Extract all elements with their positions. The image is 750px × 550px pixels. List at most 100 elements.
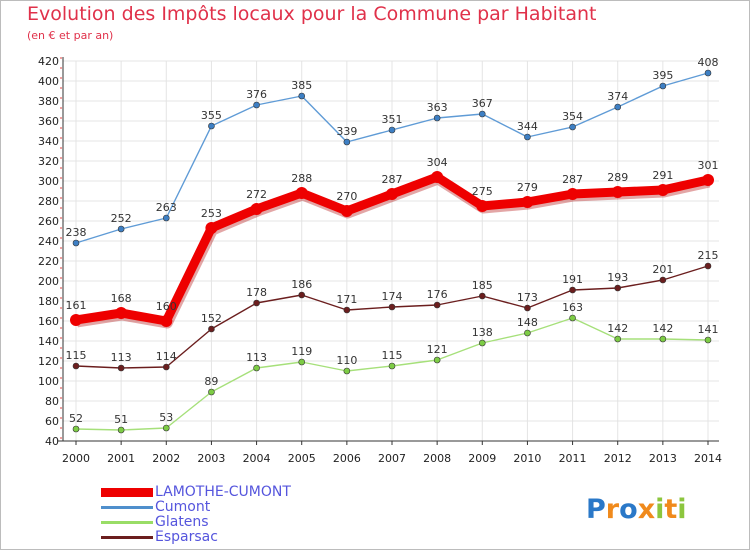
data-point-lamothe-cumont — [476, 200, 489, 212]
data-point-lamothe-cumont — [250, 203, 263, 215]
data-point-cumont — [524, 133, 531, 141]
data-label-cumont: 374 — [607, 90, 628, 103]
y-tick-label: 420 — [38, 55, 59, 68]
y-tick-label: 120 — [38, 355, 59, 368]
x-tick-label: 2006 — [333, 452, 361, 465]
data-label-lamothe-cumont: 253 — [201, 207, 222, 220]
y-tick-label: 260 — [38, 215, 59, 228]
x-tick-label: 2012 — [604, 452, 632, 465]
data-point-glatens — [117, 426, 125, 434]
data-label-esparsac: 171 — [336, 293, 357, 306]
chart-subtitle: (en € et par an) — [27, 29, 114, 42]
data-label-cumont: 363 — [427, 101, 448, 114]
data-label-lamothe-cumont: 279 — [517, 181, 538, 194]
data-point-lamothe-cumont — [656, 184, 669, 196]
data-point-esparsac — [478, 292, 486, 300]
legend-label: Esparsac — [155, 529, 218, 545]
data-label-esparsac: 201 — [652, 263, 673, 276]
data-point-glatens — [298, 358, 306, 366]
data-label-glatens: 138 — [472, 326, 493, 339]
data-label-cumont: 344 — [517, 120, 538, 133]
x-tick-label: 2011 — [559, 452, 587, 465]
data-label-cumont: 263 — [156, 201, 177, 214]
data-label-esparsac: 191 — [562, 273, 583, 286]
data-label-cumont: 395 — [652, 69, 673, 82]
data-label-lamothe-cumont: 168 — [111, 292, 132, 305]
legend-label: Cumont — [155, 499, 211, 515]
data-point-lamothe-cumont — [431, 171, 444, 183]
data-point-esparsac — [343, 306, 351, 314]
data-label-cumont: 376 — [246, 88, 267, 101]
data-label-esparsac: 178 — [246, 286, 267, 299]
data-label-glatens: 113 — [246, 351, 267, 364]
data-point-glatens — [433, 356, 441, 364]
data-point-cumont — [569, 123, 576, 131]
data-label-cumont: 408 — [698, 56, 719, 69]
legend-swatch — [101, 521, 153, 524]
data-label-glatens: 141 — [698, 323, 719, 336]
y-tick-label: 360 — [38, 115, 59, 128]
data-point-esparsac — [659, 276, 667, 284]
data-label-esparsac: 174 — [382, 290, 403, 303]
data-point-esparsac — [162, 363, 170, 371]
data-point-cumont — [478, 110, 486, 118]
data-point-esparsac — [298, 291, 306, 299]
data-label-cumont: 367 — [472, 97, 493, 110]
data-label-lamothe-cumont: 287 — [562, 173, 583, 186]
x-tick-label: 2007 — [378, 452, 406, 465]
data-label-esparsac: 115 — [66, 349, 87, 362]
data-point-esparsac — [208, 325, 215, 333]
data-point-lamothe-cumont — [386, 188, 398, 200]
data-point-glatens — [388, 362, 396, 370]
data-label-glatens: 110 — [336, 354, 357, 367]
data-point-lamothe-cumont — [702, 174, 714, 186]
data-point-cumont — [162, 214, 170, 222]
data-point-esparsac — [388, 303, 396, 311]
proxiti-logo: Proxiti — [586, 494, 687, 525]
data-label-cumont: 252 — [111, 212, 132, 225]
data-point-cumont — [208, 122, 215, 130]
y-tick-label: 180 — [38, 295, 59, 308]
data-label-lamothe-cumont: 275 — [472, 185, 493, 198]
data-point-glatens — [478, 339, 486, 347]
data-point-lamothe-cumont — [611, 186, 624, 198]
data-point-glatens — [614, 335, 622, 343]
y-tick-label: 240 — [38, 235, 59, 248]
data-label-lamothe-cumont: 291 — [652, 169, 673, 182]
data-labels: 52 51 53 89 113 119 110 115 121 138 148 163 142 142 14… — [66, 56, 719, 426]
data-point-lamothe-cumont — [295, 187, 308, 199]
y-tick-label: 160 — [38, 315, 59, 328]
data-point-cumont — [659, 82, 667, 90]
x-tick-label: 2010 — [513, 452, 541, 465]
data-point-cumont — [433, 114, 441, 122]
data-label-cumont: 339 — [336, 125, 357, 138]
data-label-glatens: 53 — [159, 411, 173, 424]
data-label-cumont: 354 — [562, 110, 583, 123]
data-point-cumont — [117, 225, 125, 233]
data-label-glatens: 121 — [427, 343, 448, 356]
y-tick-label: 220 — [38, 255, 59, 268]
data-label-esparsac: 215 — [698, 249, 719, 262]
y-tick-label: 400 — [38, 75, 59, 88]
data-point-cumont — [704, 69, 712, 77]
x-tick-label: 2014 — [694, 452, 722, 465]
data-label-esparsac: 113 — [111, 351, 132, 364]
y-tick-label: 200 — [38, 275, 59, 288]
data-point-cumont — [253, 101, 260, 109]
data-label-glatens: 115 — [382, 349, 403, 362]
data-label-glatens: 52 — [69, 412, 83, 425]
data-label-cumont: 351 — [382, 113, 403, 126]
data-point-lamothe-cumont — [115, 307, 128, 319]
legend-swatch — [101, 536, 153, 539]
y-tick-label: 40 — [45, 435, 59, 448]
data-label-esparsac: 193 — [607, 271, 628, 284]
data-label-glatens: 142 — [607, 322, 628, 335]
x-tick-label: 2000 — [62, 452, 90, 465]
data-point-cumont — [72, 239, 80, 247]
x-tick-label: 2013 — [649, 452, 677, 465]
data-label-lamothe-cumont: 161 — [66, 299, 87, 312]
data-point-esparsac — [704, 262, 712, 270]
legend-label: LAMOTHE-CUMONT — [155, 484, 291, 500]
data-point-glatens — [569, 314, 576, 322]
